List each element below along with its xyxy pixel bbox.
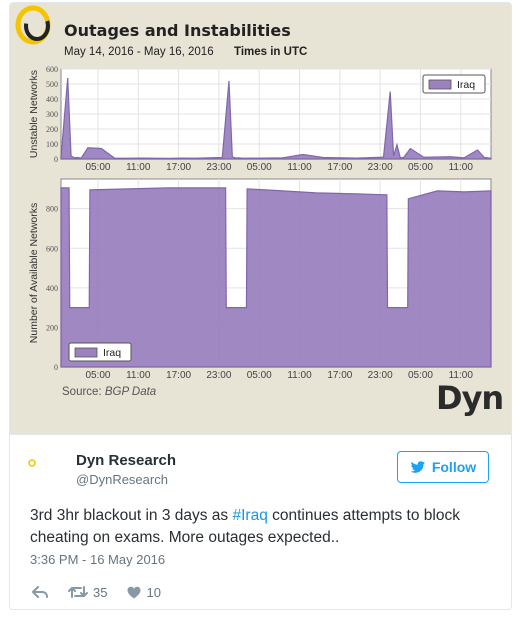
reply-button[interactable]: [32, 585, 48, 599]
follow-button[interactable]: Follow: [397, 451, 489, 483]
x-tick-label: 05:00: [85, 162, 110, 173]
y-tick-label: 100: [46, 140, 58, 149]
author-name[interactable]: Dyn Research: [76, 452, 177, 469]
tweet-image[interactable]: 600 500 400 300 200 100 0 05:00 11:00 17:00 23:00 0…: [10, 3, 511, 435]
x-tick-label: 05:00: [85, 370, 110, 381]
like-button[interactable]: 10: [127, 584, 161, 600]
y-tick-label: 200: [46, 323, 58, 332]
x-tick-label: 05:00: [247, 162, 272, 173]
y-tick-label: 0: [54, 363, 58, 372]
dyn-brand-text: Dyn: [436, 379, 504, 417]
y-tick-label: 300: [46, 110, 58, 119]
x-tick-label: 23:00: [206, 162, 231, 173]
x-tick-label: 05:00: [408, 162, 433, 173]
y-tick-label: 400: [46, 284, 58, 293]
chart-title: Outages and Instabilities: [64, 21, 291, 40]
dyn-logo-icon: [15, 5, 51, 45]
x-tick-label: 11:00: [126, 370, 151, 381]
x-tick-label: 11:00: [126, 162, 151, 173]
x-tick-label: 17:00: [166, 370, 191, 381]
chart-timezone: Times in UTC: [234, 46, 308, 58]
y-tick-label: 400: [46, 95, 58, 104]
x-tick-label: 05:00: [247, 370, 272, 381]
avatar[interactable]: [28, 457, 68, 477]
y-tick-label: 600: [46, 65, 58, 74]
x-tick-label: 17:00: [327, 162, 352, 173]
tweet-text: 3rd 3hr blackout in 3 days as #Iraq cont…: [30, 507, 460, 546]
x-tick-label: 11:00: [287, 370, 312, 381]
retweet-button[interactable]: 35: [68, 585, 107, 600]
bird-icon: [410, 460, 425, 473]
follow-label: Follow: [431, 459, 477, 475]
y-tick-label: 500: [46, 80, 58, 89]
retweet-icon: [68, 586, 88, 598]
y-axis-label: Unstable Networks: [28, 70, 40, 158]
x-tick-label: 17:00: [166, 162, 191, 173]
hashtag-link[interactable]: #Iraq: [232, 507, 268, 524]
tweet-timestamp[interactable]: 3:36 PM - 16 May 2016: [30, 552, 166, 567]
author-handle[interactable]: @DynResearch: [76, 472, 168, 487]
legend-swatch: [428, 79, 452, 90]
heart-icon: [127, 586, 141, 598]
x-tick-label: 11:00: [449, 162, 474, 173]
x-tick-label: 05:00: [408, 370, 433, 381]
x-tick-label: 23:00: [368, 370, 393, 381]
series-area: [60, 187, 492, 368]
x-tick-label: 11:00: [287, 162, 312, 173]
y-tick-label: 200: [46, 125, 58, 134]
x-tick-label: 23:00: [206, 370, 231, 381]
y-tick-label: 800: [46, 205, 58, 214]
x-tick-label: 23:00: [368, 162, 393, 173]
tweet-actions: 35 10: [32, 583, 181, 601]
outage-charts: 600 500 400 300 200 100 0 05:00 11:00 17:00 23:00 0…: [28, 65, 492, 381]
y-tick-label: 600: [46, 244, 58, 253]
legend-swatch: [74, 347, 98, 358]
legend-label: Iraq: [103, 347, 121, 359]
x-tick-label: 17:00: [327, 370, 352, 381]
tweet-card: 600 500 400 300 200 100 0 05:00 11:00 17:00 23:00 0…: [9, 2, 512, 610]
y-tick-label: 0: [54, 155, 58, 164]
chart-source: Source: BGP Data: [62, 386, 157, 398]
series-area: [60, 77, 492, 160]
y-axis-label: Number of Available Networks: [28, 203, 40, 343]
like-count: 10: [146, 584, 161, 600]
legend-label: Iraq: [457, 79, 475, 91]
x-tick-label: 11:00: [449, 370, 474, 381]
reply-icon: [32, 586, 48, 598]
retweet-count: 35: [93, 584, 108, 600]
chart-date-range: May 14, 2016 - May 16, 2016: [64, 46, 214, 58]
